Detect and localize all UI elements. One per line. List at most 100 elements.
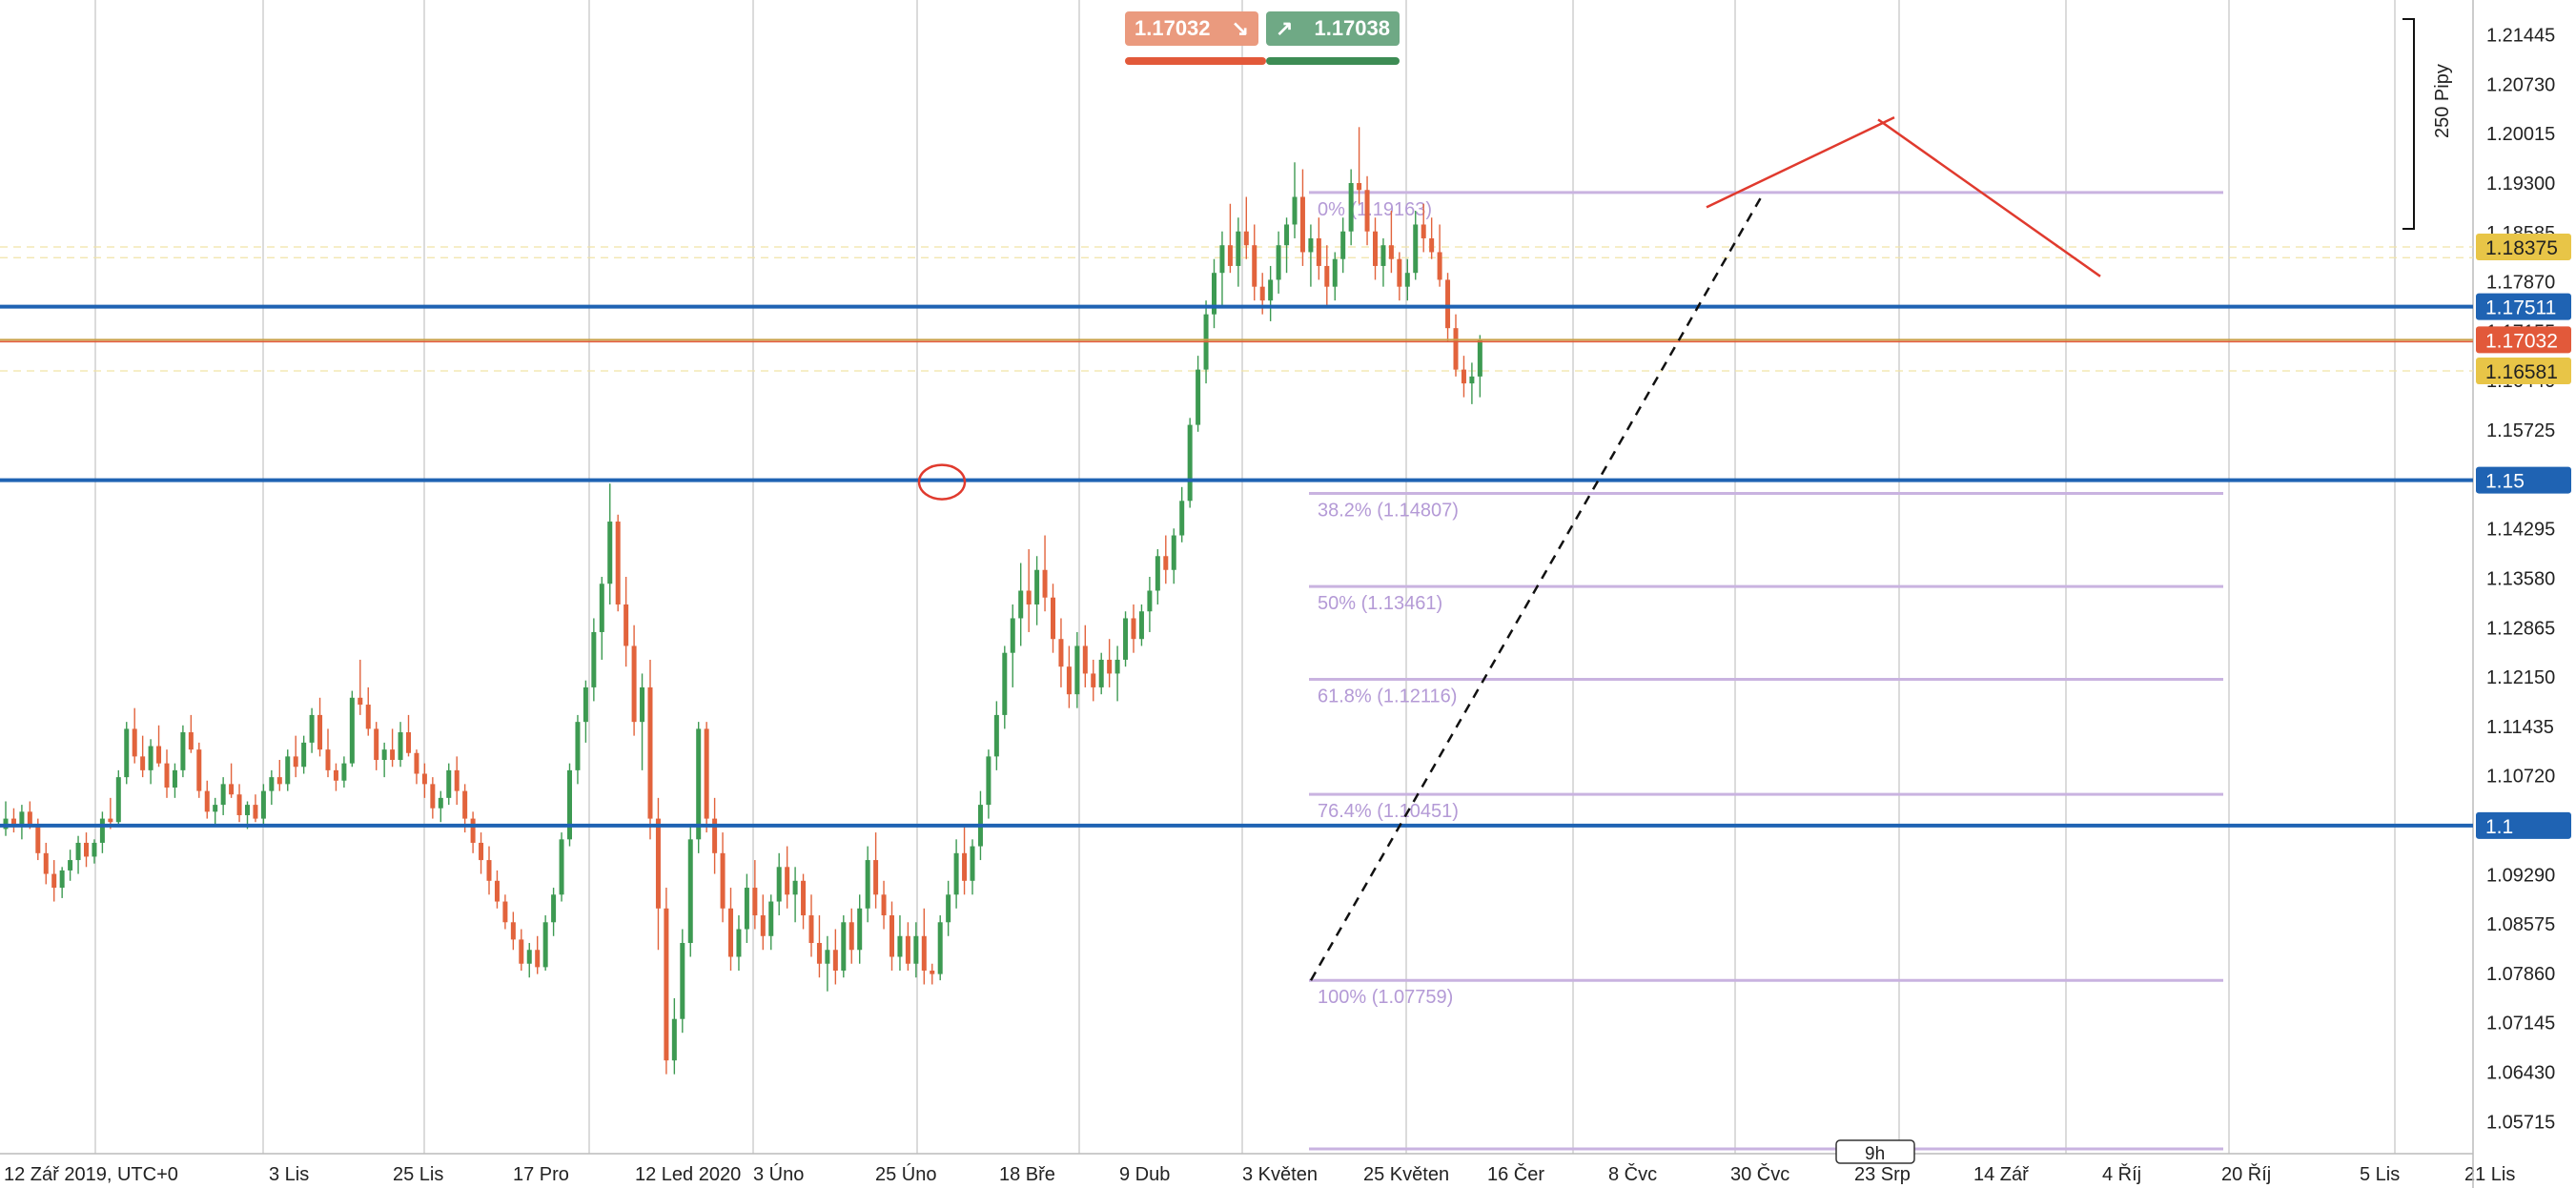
candle-body xyxy=(607,522,613,584)
candle-bearish xyxy=(164,749,170,798)
candle-body xyxy=(1445,279,1451,329)
candle-bearish xyxy=(358,659,363,715)
candle-bearish xyxy=(1051,584,1055,653)
candle-body xyxy=(341,763,347,781)
candle-bearish xyxy=(1066,645,1072,708)
x-tick-label: 3 Lis xyxy=(269,1164,309,1185)
candle-bearish xyxy=(720,832,726,923)
candle-bullish xyxy=(986,749,992,819)
candle-body xyxy=(406,732,411,753)
candle-bearish xyxy=(1453,314,1459,377)
candle-bearish xyxy=(1227,203,1233,274)
candle-body xyxy=(446,769,452,798)
candle-body xyxy=(381,749,387,761)
candle-bullish xyxy=(1138,604,1144,646)
candle-bearish xyxy=(188,714,194,753)
candle-bearish xyxy=(236,784,242,823)
candle-body xyxy=(664,908,669,1061)
level-axis-label-box xyxy=(2476,466,2571,494)
candle-bearish xyxy=(479,832,484,874)
candle-bullish xyxy=(865,846,870,923)
candle-bullish xyxy=(857,894,863,964)
candle-bullish xyxy=(1187,418,1193,508)
candle-body xyxy=(1187,424,1193,502)
candle-bearish xyxy=(510,911,516,951)
candle-body xyxy=(454,769,460,791)
candle-bearish xyxy=(624,577,629,667)
candle-bullish xyxy=(1034,556,1040,625)
candle-body xyxy=(671,1018,677,1061)
x-tick-label: 18 Bře xyxy=(999,1164,1055,1185)
period-button[interactable]: 9h xyxy=(1865,1144,1885,1164)
candle-bearish xyxy=(293,735,298,778)
candle-bullish xyxy=(671,997,677,1075)
candle-body xyxy=(591,631,597,687)
x-tick-label: 25 Lis xyxy=(393,1164,443,1185)
candle-body xyxy=(542,922,548,968)
candle-body xyxy=(857,908,863,951)
candle-body xyxy=(1074,645,1080,695)
candle-body xyxy=(333,769,338,781)
candle-body xyxy=(930,970,935,974)
candle-bullish xyxy=(1380,237,1386,287)
candle-body xyxy=(1324,265,1330,287)
candle-body xyxy=(1421,224,1426,238)
candle-bearish xyxy=(1058,618,1064,687)
candle-bullish xyxy=(1348,169,1354,246)
candle-bullish xyxy=(1404,258,1410,301)
candle-bullish xyxy=(736,915,742,971)
x-tick-label: 12 Led 2020 xyxy=(635,1164,741,1185)
candle-body xyxy=(575,722,581,770)
candle-body xyxy=(220,784,226,806)
sell-button[interactable]: 1.17032 ↘ xyxy=(1125,11,1258,46)
candle-bullish xyxy=(172,763,177,798)
trend-line xyxy=(1706,116,1895,209)
price-marker-label-box xyxy=(2476,358,2571,385)
candle-bullish xyxy=(220,777,226,815)
candle-body xyxy=(276,777,282,785)
candle-body xyxy=(655,818,661,909)
candle-body xyxy=(75,842,81,861)
candle-body xyxy=(825,950,830,964)
candle-bearish xyxy=(325,728,331,778)
candle-body xyxy=(1252,245,1257,287)
price-marker-label: 1.18375 xyxy=(2485,237,2558,259)
arrow-down-right-icon: ↘ xyxy=(1231,16,1249,40)
candle-bearish xyxy=(406,714,411,757)
fibonacci-diagonal xyxy=(1309,192,1766,981)
candle-bullish xyxy=(526,943,532,978)
candle-bearish xyxy=(519,929,524,971)
candle-body xyxy=(647,686,653,819)
candle-body xyxy=(1002,652,1008,715)
candle-body xyxy=(1413,224,1419,274)
candle-bearish xyxy=(785,846,790,909)
candle-body xyxy=(414,752,419,774)
buy-button[interactable]: ↗ 1.17038 xyxy=(1266,11,1400,46)
candle-bullish xyxy=(1114,645,1120,702)
candle-body xyxy=(309,714,315,743)
candle-body xyxy=(567,769,572,840)
candle-bullish xyxy=(640,673,645,770)
candle-bullish xyxy=(542,915,548,971)
candle-body xyxy=(1348,183,1354,232)
candle-body xyxy=(680,943,685,1019)
candle-bearish xyxy=(390,728,396,768)
candle-bearish xyxy=(873,832,879,909)
candle-bullish xyxy=(1308,224,1314,287)
candle-bearish xyxy=(1324,245,1330,308)
candle-body xyxy=(68,860,73,871)
candle-bullish xyxy=(438,790,443,823)
candle-body xyxy=(293,756,298,768)
candle-bullish xyxy=(1171,528,1176,584)
price-marker-label-box xyxy=(2476,234,2571,261)
candle-bearish xyxy=(374,722,379,770)
candle-body xyxy=(1373,231,1378,266)
candle-body xyxy=(1284,224,1290,246)
candle-body xyxy=(1114,659,1120,674)
y-tick-label: 1.10720 xyxy=(2486,767,2555,788)
candle-bullish xyxy=(59,867,65,898)
candle-body xyxy=(59,870,65,889)
candle-bullish xyxy=(1147,577,1153,632)
candle-body xyxy=(946,894,951,923)
